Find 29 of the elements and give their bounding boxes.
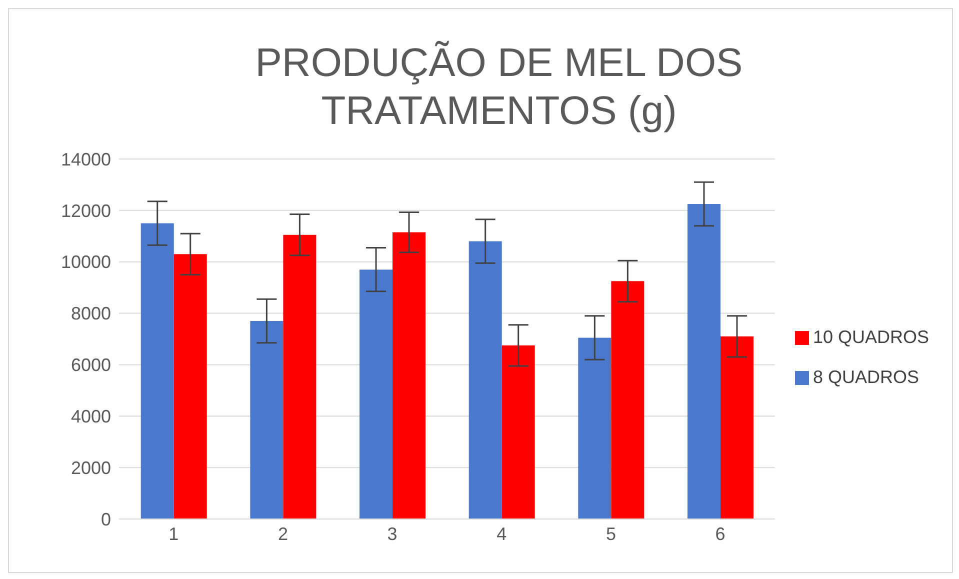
bar <box>174 254 207 519</box>
bar <box>360 270 393 519</box>
bar <box>687 204 720 519</box>
legend-label: 10 QUADROS <box>812 326 929 346</box>
y-tick-label: 10000 <box>60 252 111 272</box>
y-tick-label: 12000 <box>60 200 111 221</box>
chart-title: PRODUÇÃO DE MEL DOS TRATAMENTOS (g) <box>254 40 744 135</box>
y-tick-label: 4000 <box>70 406 111 427</box>
bar <box>502 345 535 519</box>
bar <box>140 223 174 519</box>
bar <box>611 281 644 519</box>
legend-label: 8 QUADROS <box>812 366 919 386</box>
x-tick-label: 2 <box>278 524 288 544</box>
y-tick-label: 0 <box>100 509 111 530</box>
x-tick-label: 6 <box>715 524 726 544</box>
bar <box>468 241 502 519</box>
bar <box>578 338 612 519</box>
x-tick-label: 4 <box>496 524 507 544</box>
bar <box>720 336 754 519</box>
y-tick-label: 14000 <box>60 149 111 170</box>
bar <box>283 234 316 519</box>
x-tick-label: 5 <box>606 524 616 544</box>
y-tick-label: 2000 <box>70 458 111 478</box>
bar <box>392 232 426 519</box>
y-tick-label: 8000 <box>70 304 111 324</box>
x-tick-label: 1 <box>168 524 179 544</box>
bar <box>250 321 284 519</box>
x-tick-label: 3 <box>387 524 398 544</box>
y-tick-label: 6000 <box>70 355 111 376</box>
